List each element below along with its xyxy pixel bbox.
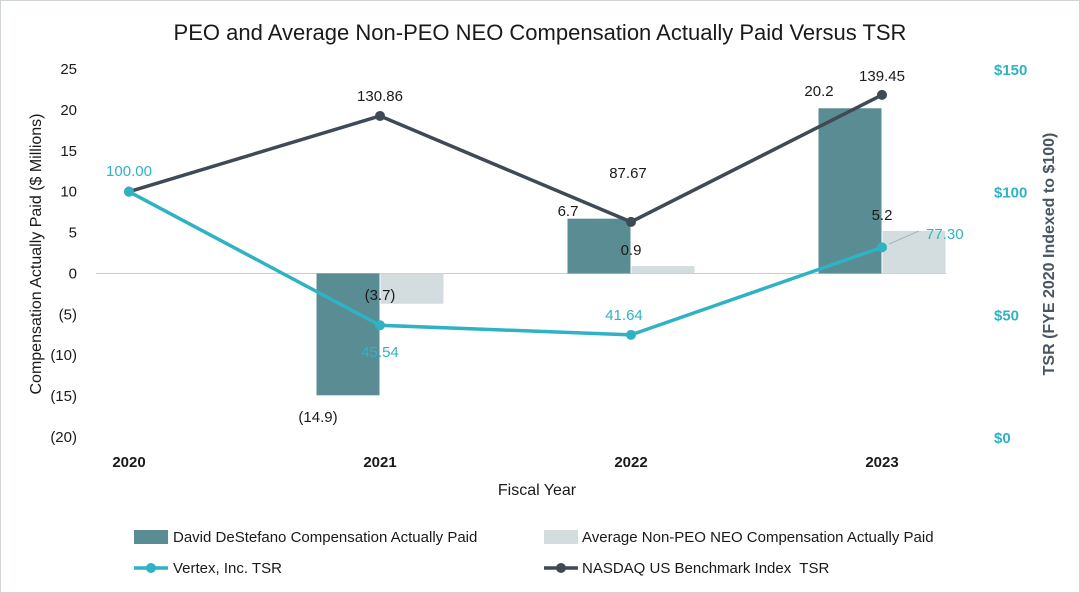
y-tick-label: (5) [59, 306, 77, 323]
y2-tick-label: $100 [994, 185, 1027, 202]
leader-line [888, 230, 920, 245]
point-vertex-2022 [626, 329, 636, 340]
line-label-vertex-2022: 41.64 [605, 307, 643, 324]
x-axis-label: Fiscal Year [498, 482, 577, 499]
y-tick-label: (20) [50, 429, 77, 446]
bar-peo-2021 [316, 273, 380, 396]
bar-label-non-peo-2021: (3.7) [365, 287, 396, 304]
line-label-vertex-2023: 77.30 [926, 226, 964, 243]
bar-non-peo-2021 [380, 273, 444, 304]
bar-peo-2022 [567, 218, 631, 274]
y2-tick-label: $50 [994, 307, 1019, 324]
x-tick-label: 2021 [363, 454, 396, 471]
y2-axis-label: TSR (FYE 2020 Indexed to $100) [1041, 133, 1058, 376]
y2-tick-label: $150 [994, 62, 1027, 79]
bar-label-peo-2023: 20.2 [804, 83, 833, 100]
y-tick-label: 15 [60, 143, 77, 160]
point-nasdaq-2021 [375, 110, 385, 121]
y-tick-label: (10) [50, 347, 77, 364]
y-tick-label: (15) [50, 388, 77, 405]
bar-label-non-peo-2022: 0.9 [621, 242, 642, 259]
y-tick-label: 20 [60, 102, 77, 119]
point-vertex-2020 [124, 186, 134, 197]
line-vertex-tsr [128, 190, 883, 337]
line-label-nasdaq-2022: 87.67 [609, 165, 647, 182]
line-label-nasdaq-2021: 130.86 [357, 88, 403, 105]
y-tick-label: 5 [69, 225, 77, 242]
x-tick-label: 2020 [112, 454, 145, 471]
legend-marker-vertex [146, 563, 156, 573]
bar-label-non-peo-2023: 5.2 [872, 207, 893, 224]
bar-non-peo-2022 [631, 266, 695, 274]
x-tick-label: 2022 [614, 454, 647, 471]
chart-title: PEO and Average Non-PEO NEO Compensation… [174, 20, 907, 45]
bar-non-peo-2023 [882, 230, 946, 274]
bar-label-peo-2021: (14.9) [298, 409, 337, 426]
y-tick-label: 10 [60, 184, 77, 201]
legend-label-peo: David DeStefano Compensation Actually Pa… [173, 529, 477, 546]
line-label-nasdaq-2023: 139.45 [859, 68, 905, 85]
legend-marker-nasdaq [556, 563, 566, 573]
y-tick-label: 25 [60, 61, 77, 78]
line-nasdaq-tsr [128, 93, 883, 224]
legend-swatch-peo [134, 530, 168, 544]
y-axis-label: Compensation Actually Paid ($ Millions) [28, 113, 45, 394]
y-tick-label: 0 [69, 265, 77, 282]
line-label-vertex-2021: 45.54 [361, 344, 399, 361]
point-vertex-2023 [877, 242, 887, 253]
legend-label-nasdaq: NASDAQ US Benchmark Index TSR [582, 560, 829, 577]
y2-tick-label: $0 [994, 430, 1011, 447]
line-label-vertex-2020: 100.00 [106, 163, 152, 180]
point-vertex-2021 [375, 320, 385, 331]
legend-label-non-peo: Average Non-PEO NEO Compensation Actuall… [582, 529, 934, 546]
legend-swatch-non-peo [544, 530, 578, 544]
point-nasdaq-2022 [626, 216, 636, 227]
bar-peo-2023 [818, 108, 882, 274]
point-nasdaq-2023 [877, 89, 887, 100]
legend-label-vertex: Vertex, Inc. TSR [173, 560, 282, 577]
x-tick-label: 2023 [865, 454, 898, 471]
bar-label-peo-2022: 6.7 [558, 203, 579, 220]
